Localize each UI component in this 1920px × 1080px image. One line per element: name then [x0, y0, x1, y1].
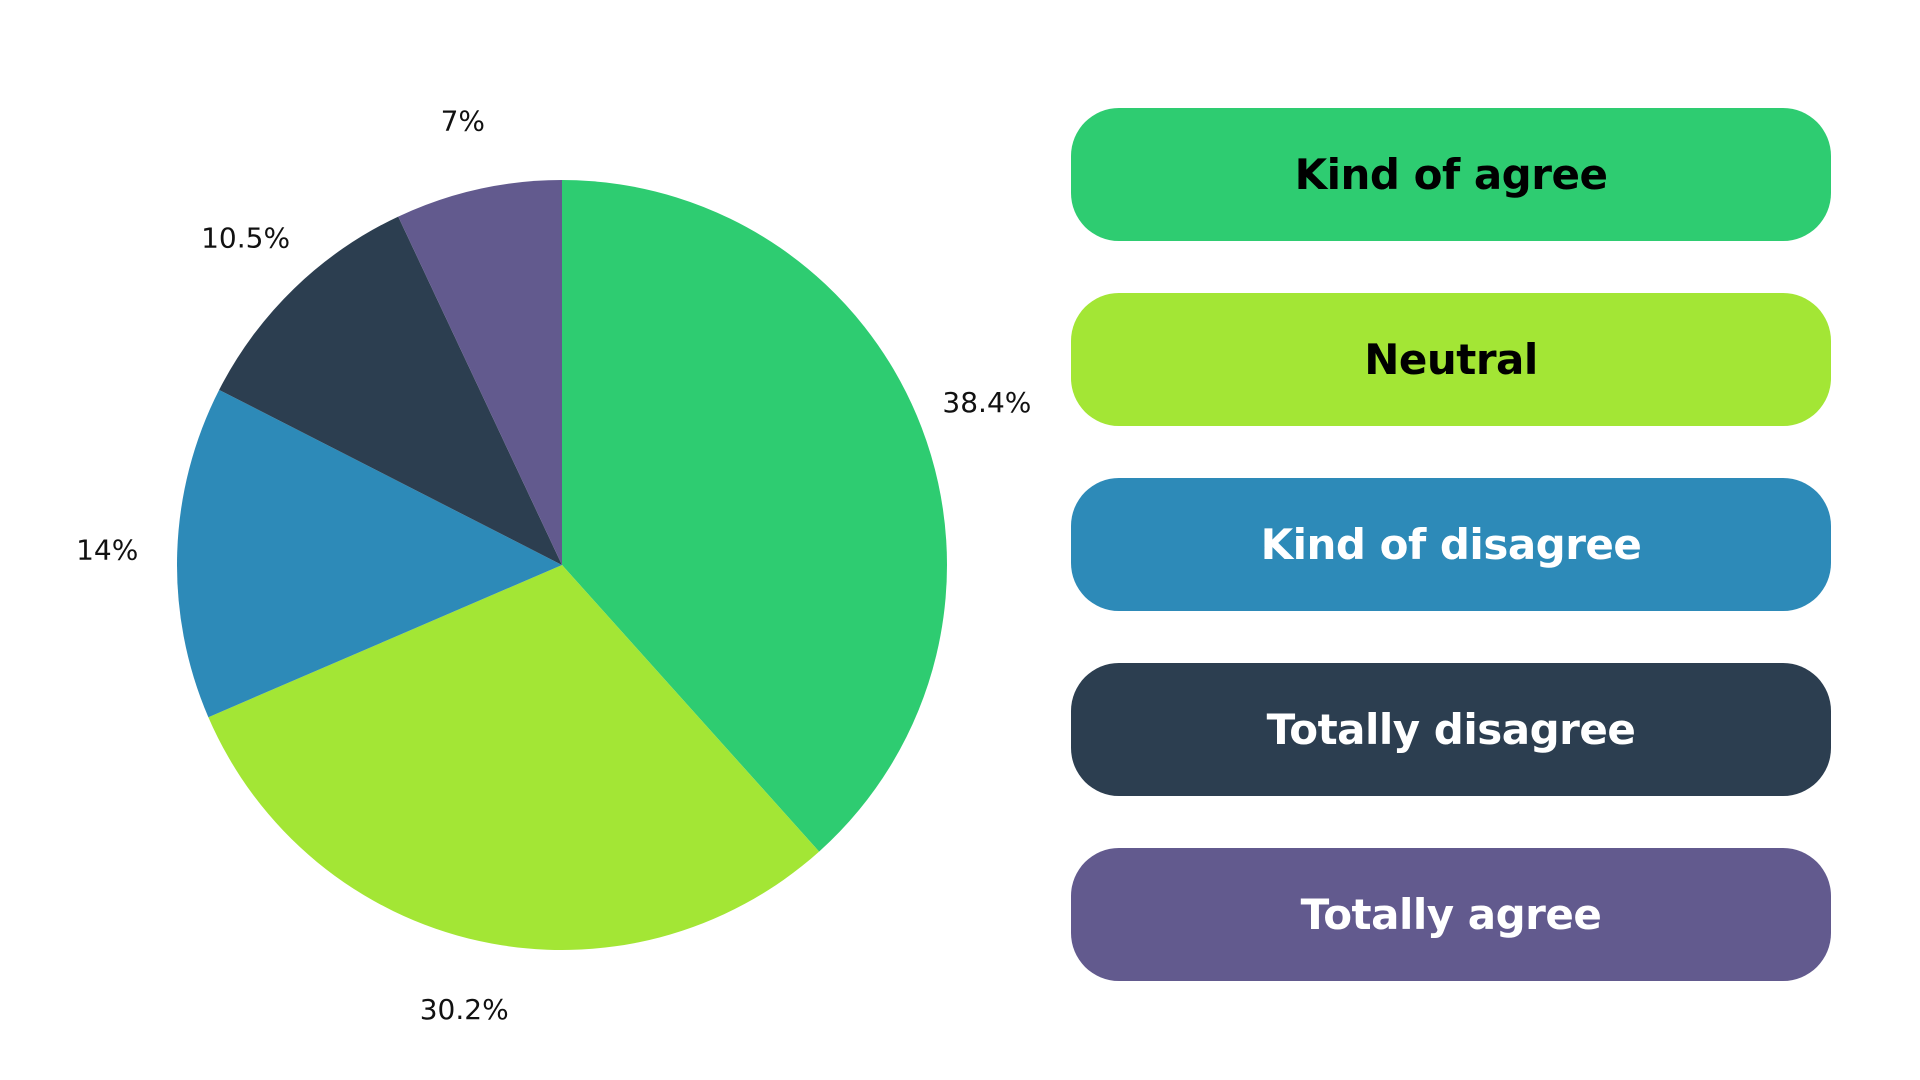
- pie-slice-kind-of-disagree: [176, 389, 562, 718]
- pie-slice-kind-of-agree: [562, 180, 948, 852]
- legend-label: Totally disagree: [1266, 705, 1636, 754]
- pie-value-label: 7%: [441, 104, 485, 137]
- legend-item-kind-of-disagree: Kind of disagree: [1071, 478, 1831, 611]
- legend-label: Kind of agree: [1294, 150, 1608, 199]
- pie-slice-totally-disagree: [219, 216, 562, 565]
- legend-label: Kind of disagree: [1260, 520, 1642, 569]
- pie-value-labels: 38.4% 30.2% 14% 10.5% 7%: [76, 104, 1031, 1026]
- legend-item-kind-of-agree: Kind of agree: [1071, 108, 1831, 241]
- pie-slice-neutral: [208, 565, 820, 951]
- pie-chart: 38.4% 30.2% 14% 10.5% 7%: [76, 104, 1031, 1026]
- legend-label: Neutral: [1364, 335, 1538, 384]
- pie-value-label: 38.4%: [942, 386, 1031, 419]
- legend-item-totally-agree: Totally agree: [1071, 848, 1831, 981]
- legend-label: Totally agree: [1300, 890, 1602, 939]
- pie-slice-totally-agree: [398, 180, 562, 565]
- legend-item-totally-disagree: Totally disagree: [1071, 663, 1831, 796]
- pie-value-label: 30.2%: [420, 993, 509, 1026]
- pie-value-label: 10.5%: [201, 222, 290, 255]
- legend-item-neutral: Neutral: [1071, 293, 1831, 426]
- pie-value-label: 14%: [76, 534, 138, 567]
- legend: Kind of agree Neutral Kind of disagree T…: [1071, 108, 1831, 1033]
- pie-slices: [176, 180, 948, 951]
